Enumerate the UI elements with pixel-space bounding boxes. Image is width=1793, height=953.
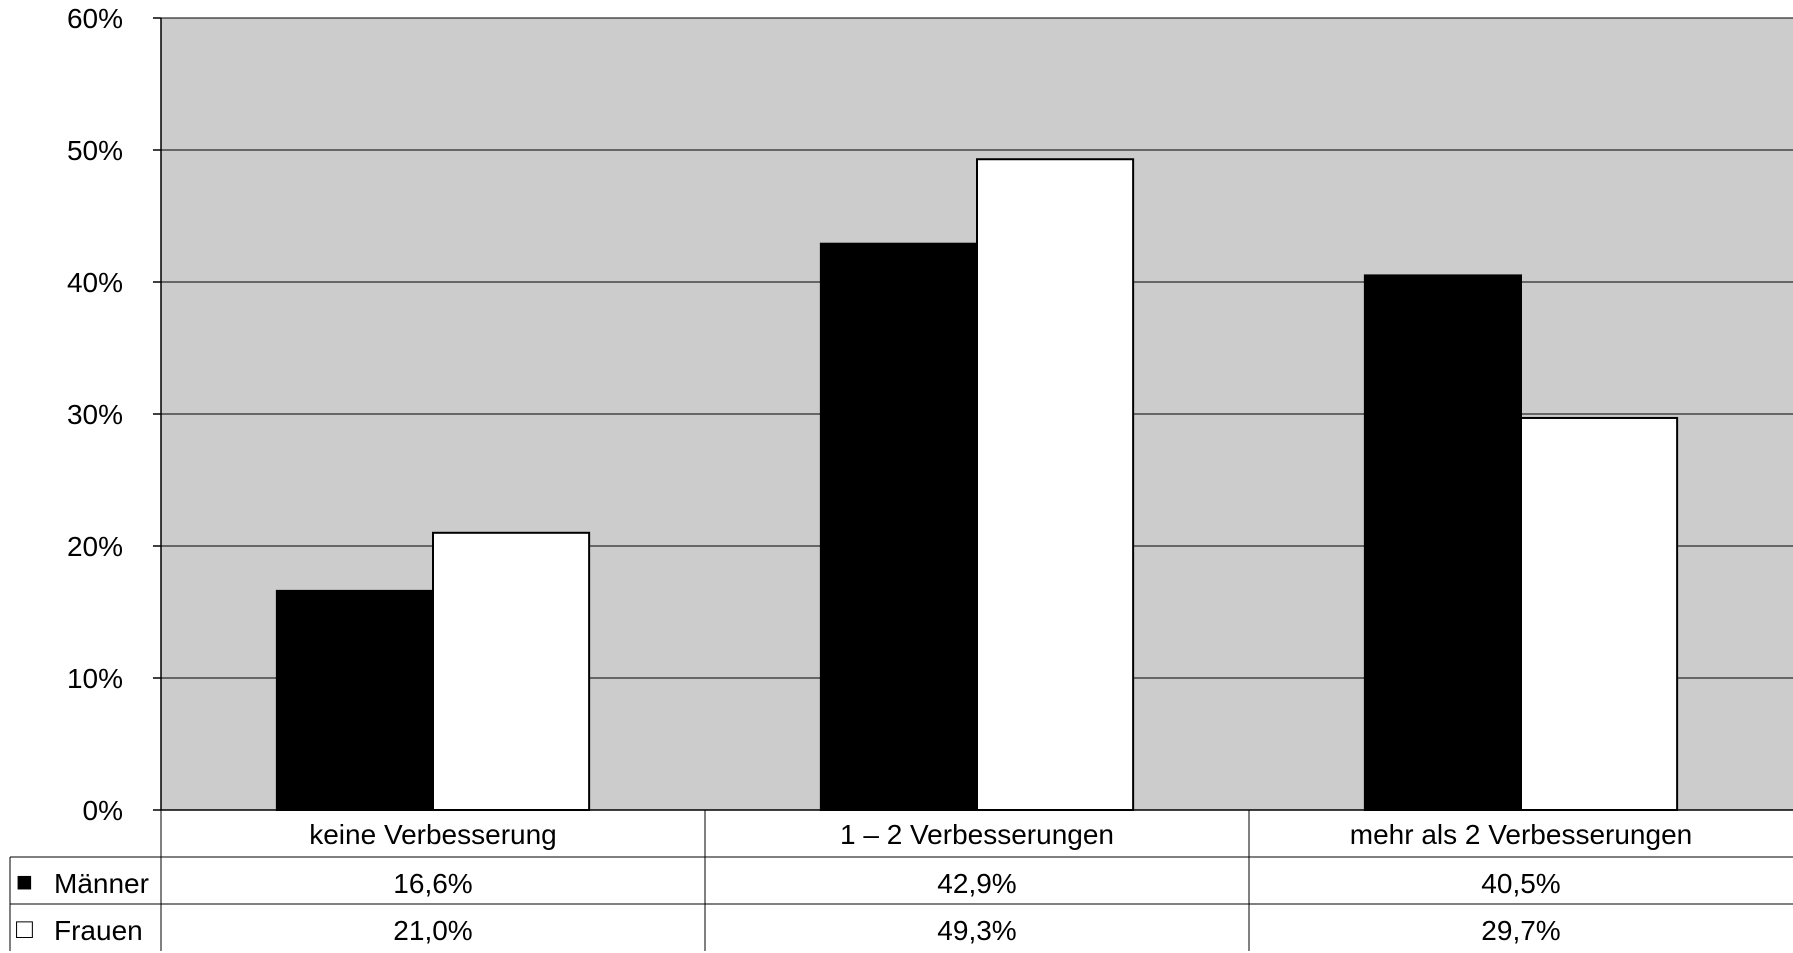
y-tick-label: 50% <box>67 135 123 166</box>
data-label-männer-1: 16,6% <box>393 868 472 899</box>
legend-label-männer: Männer <box>54 868 149 899</box>
y-tick-label: 30% <box>67 399 123 430</box>
data-label-männer-2: 42,9% <box>937 868 1016 899</box>
bar-frauen-2 <box>976 158 1135 812</box>
bar-frauen-3 <box>1520 416 1679 811</box>
data-label-frauen-2: 49,3% <box>937 915 1016 946</box>
y-tick-label: 20% <box>67 531 123 562</box>
y-tick-label: 60% <box>67 3 123 34</box>
legend-swatch-männer: ■ <box>16 866 33 897</box>
bar-männer-1 <box>275 589 435 811</box>
data-label-männer-3: 40,5% <box>1481 868 1560 899</box>
legend-label-frauen: Frauen <box>54 915 143 946</box>
y-tick-label: 10% <box>67 663 123 694</box>
y-tick-label: 0% <box>83 795 123 826</box>
category-label: mehr als 2 Verbesserungen <box>1350 819 1692 850</box>
data-label-frauen-3: 29,7% <box>1481 915 1560 946</box>
bar-männer-3 <box>1363 274 1522 811</box>
bar-männer-2 <box>819 242 979 812</box>
category-label: keine Verbesserung <box>309 819 557 850</box>
y-tick-label: 40% <box>67 267 123 298</box>
bar-frauen-1 <box>432 531 591 811</box>
legend-swatch-frauen: □ <box>16 913 33 944</box>
category-label: 1 – 2 Verbesserungen <box>840 819 1114 850</box>
data-label-frauen-1: 21,0% <box>393 915 472 946</box>
